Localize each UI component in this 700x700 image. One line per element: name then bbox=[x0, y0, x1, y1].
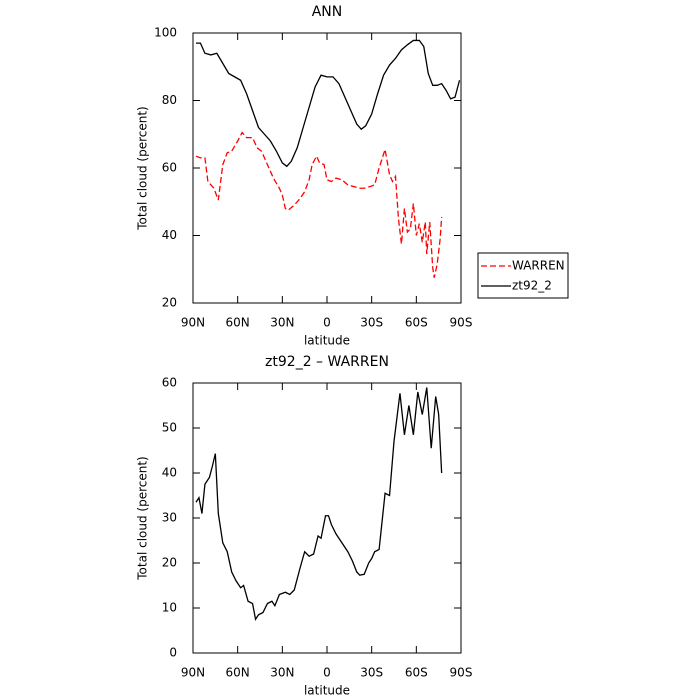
chart-title: zt92_2 – WARREN bbox=[265, 354, 389, 370]
y-tick-label: 30 bbox=[162, 511, 177, 525]
y-axis-label: Total cloud (percent) bbox=[136, 456, 150, 580]
y-tick-label: 0 bbox=[169, 646, 177, 660]
plot-frame bbox=[192, 32, 462, 304]
x-tick-label: 0 bbox=[323, 316, 331, 330]
x-tick-label: 60N bbox=[226, 666, 250, 680]
x-tick-label: 90S bbox=[450, 316, 473, 330]
y-tick-label: 100 bbox=[154, 26, 177, 40]
x-tick-label: 30S bbox=[360, 666, 383, 680]
x-tick-label: 30S bbox=[360, 316, 383, 330]
y-tick-label: 50 bbox=[162, 421, 177, 435]
plot-frame bbox=[192, 382, 462, 654]
x-tick-label: 0 bbox=[323, 666, 331, 680]
y-tick-label: 60 bbox=[162, 376, 177, 390]
y-tick-label: 40 bbox=[162, 466, 177, 480]
x-tick-label: 60N bbox=[226, 316, 250, 330]
x-tick-label: 90S bbox=[450, 666, 473, 680]
data-line bbox=[195, 39, 461, 168]
y-tick-label: 20 bbox=[162, 296, 177, 310]
y-tick-label: 20 bbox=[162, 556, 177, 570]
y-tick-label: 40 bbox=[162, 228, 177, 242]
x-tick-label: 30N bbox=[270, 316, 294, 330]
legend-box bbox=[477, 252, 569, 299]
data-line bbox=[195, 131, 443, 278]
x-tick-label: 60S bbox=[405, 316, 428, 330]
chart-title: ANN bbox=[312, 4, 343, 20]
x-axis-label: latitude bbox=[304, 334, 350, 348]
legend-label: zt92_2 bbox=[512, 279, 552, 293]
y-tick-label: 10 bbox=[162, 601, 177, 615]
y-tick-label: 80 bbox=[162, 93, 177, 107]
legend-label: WARREN bbox=[512, 259, 565, 273]
x-tick-label: 30N bbox=[270, 666, 294, 680]
x-tick-label: 90N bbox=[181, 666, 205, 680]
y-axis-label: Total cloud (percent) bbox=[136, 106, 150, 230]
y-tick-label: 60 bbox=[162, 161, 177, 175]
x-tick-label: 60S bbox=[405, 666, 428, 680]
x-tick-label: 90N bbox=[181, 316, 205, 330]
data-line bbox=[195, 387, 443, 621]
x-axis-label: latitude bbox=[304, 684, 350, 698]
